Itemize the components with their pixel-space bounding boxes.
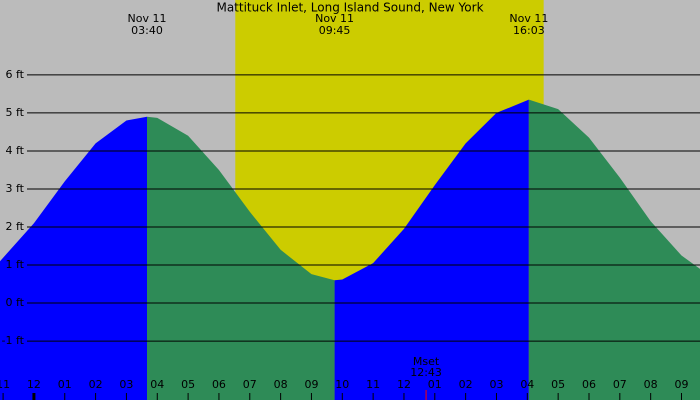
moonset-label: Mset [413,355,440,368]
x-tick-label: 05 [551,378,565,391]
chart-title: Mattituck Inlet, Long Island Sound, New … [216,1,483,15]
x-tick-label: 12 [27,378,41,391]
moonset-time: 12:43 [410,366,442,379]
tide-area [0,116,147,400]
x-tick-label: 03 [119,378,133,391]
tide-area [334,99,529,400]
x-tick-label: 08 [274,378,288,391]
y-tick-label: 2 ft [6,220,25,233]
x-tick-label: 04 [520,378,534,391]
annotation-date: Nov 11 [128,12,167,25]
y-tick-label: -1 ft [2,334,25,347]
annotation-date: Nov 11 [315,12,354,25]
x-tick-label: 07 [613,378,627,391]
annotation-time: 03:40 [131,24,163,37]
annotation-time: 16:03 [513,24,545,37]
y-tick-label: 3 ft [6,182,25,195]
x-tick-label: 07 [243,378,257,391]
x-tick-label: 02 [459,378,473,391]
x-tick-label: 08 [644,378,658,391]
x-tick-label: 05 [181,378,195,391]
x-tick-label: 02 [89,378,103,391]
x-tick-label: 11 [0,378,10,391]
y-tick-label: 1 ft [6,258,25,271]
x-tick-label: 01 [58,378,72,391]
x-tick-label: 12 [397,378,411,391]
y-tick-label: 6 ft [6,68,25,81]
tide-area [147,116,335,400]
y-tick-label: 0 ft [6,296,25,309]
x-tick-label: 09 [674,378,688,391]
x-tick-label: 03 [489,378,503,391]
x-tick-label: 06 [582,378,596,391]
x-tick-label: 01 [428,378,442,391]
annotation-date: Nov 11 [509,12,548,25]
x-tick-label: 04 [150,378,164,391]
x-tick-label: 06 [212,378,226,391]
tide-area [528,99,700,400]
y-tick-label: 5 ft [6,106,25,119]
annotation-time: 09:45 [319,24,351,37]
x-tick-label: 10 [335,378,349,391]
x-tick-label: 11 [366,378,380,391]
x-tick-label: 09 [304,378,318,391]
y-tick-label: 4 ft [6,144,25,157]
